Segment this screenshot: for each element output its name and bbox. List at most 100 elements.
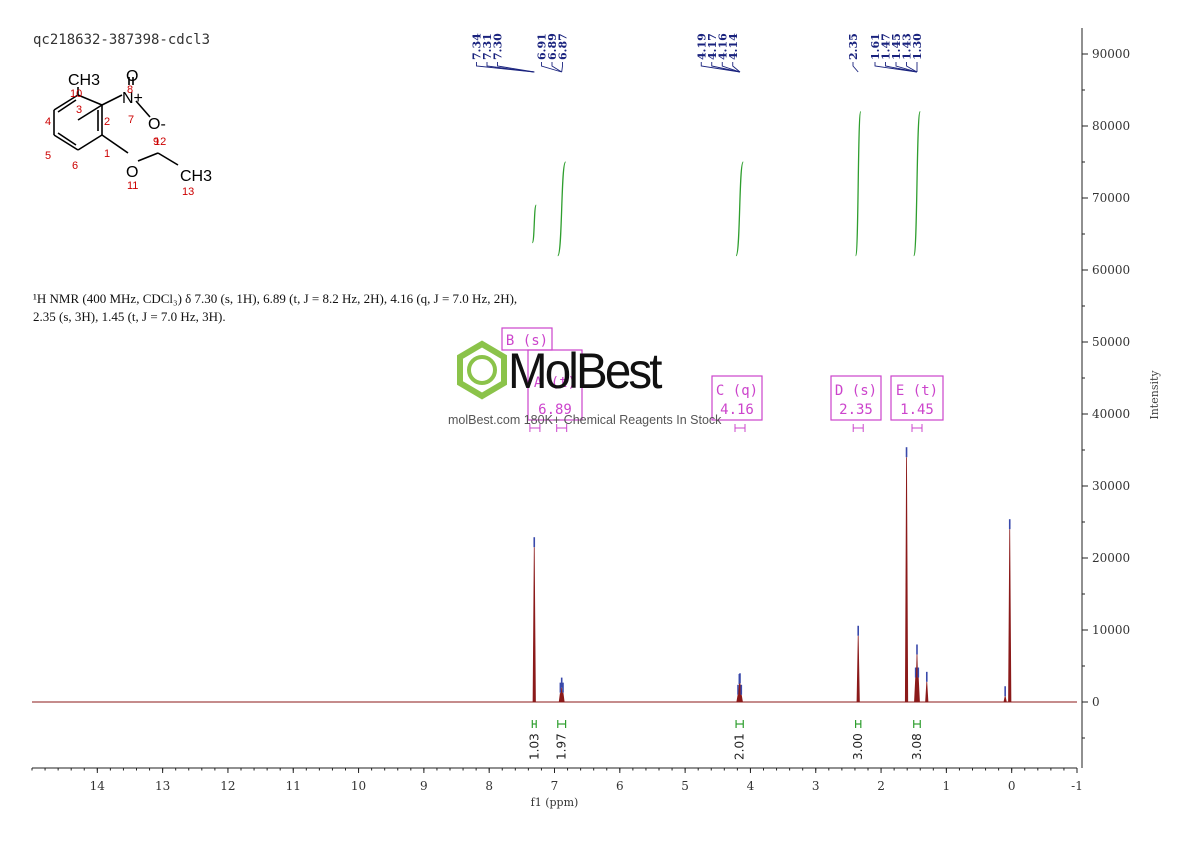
peak-connector-2-1 bbox=[711, 62, 741, 73]
x-tick-label: 11 bbox=[286, 779, 301, 793]
y-tick-label: 70000 bbox=[1092, 191, 1130, 205]
peak-connector-4-3 bbox=[906, 62, 918, 73]
peak-label-4-2: 1.45 bbox=[890, 33, 903, 60]
y-tick-label: 40000 bbox=[1092, 407, 1130, 421]
y-tick-label: 60000 bbox=[1092, 263, 1130, 277]
integral-value-4: 3.08 bbox=[910, 733, 924, 760]
description-line-1: ¹H NMR (400 MHz, CDCl₃) δ 7.30 (s, 1H), … bbox=[33, 291, 518, 306]
x-tick-label: 6 bbox=[616, 779, 624, 793]
integral-value-3: 3.00 bbox=[851, 733, 865, 760]
atom-ch3-ethyl: CH3 bbox=[180, 168, 212, 185]
y-tick-label: 50000 bbox=[1092, 335, 1130, 349]
y-tick-label: 10000 bbox=[1092, 623, 1130, 637]
peak-label-1-2: 6.87 bbox=[557, 33, 570, 60]
num-8: 8 bbox=[127, 84, 133, 96]
integral-curve-1 bbox=[557, 161, 567, 257]
peak-label-0-0: 7.34 bbox=[471, 33, 484, 60]
integral-curve-3 bbox=[854, 110, 862, 257]
multiplet-box-2 bbox=[711, 375, 763, 421]
peak-label-4-1: 1.47 bbox=[880, 33, 893, 60]
x-axis-label: f1 (ppm) bbox=[531, 796, 579, 809]
description-line-2: 2.35 (s, 3H), 1.45 (t, J = 7.0 Hz, 3H). bbox=[33, 309, 226, 324]
integral-curve-4 bbox=[913, 110, 921, 257]
y-axis-label: Intensity bbox=[1148, 370, 1161, 420]
nmr-description: ¹H NMR (400 MHz, CDCl₃) δ 7.30 (s, 1H), … bbox=[33, 290, 633, 326]
x-tick-label: 2 bbox=[877, 779, 885, 793]
num-5: 5 bbox=[45, 150, 51, 162]
x-tick-label: 1 bbox=[943, 779, 951, 793]
peak-label-2-1: 4.17 bbox=[706, 33, 719, 60]
peak-label-2-2: 4.16 bbox=[716, 33, 729, 60]
num-13: 13 bbox=[182, 186, 194, 198]
atom-n: N+ bbox=[122, 90, 143, 107]
sample-id: qc218632-387398-cdcl3 bbox=[33, 32, 211, 48]
multiplet-value-1: 6.89 bbox=[538, 402, 572, 418]
peak-connector-0-1 bbox=[486, 62, 535, 73]
num-12: 12 bbox=[154, 136, 166, 148]
peak-label-4-4: 1.30 bbox=[911, 33, 924, 60]
watermark-tagline: molBest.com 180K+ Chemical Reagents In S… bbox=[448, 413, 722, 427]
y-tick-label: 90000 bbox=[1092, 47, 1130, 61]
x-tick-label: 3 bbox=[812, 779, 820, 793]
spectrum-peak-7 bbox=[739, 694, 743, 703]
num-11: 11 bbox=[127, 180, 138, 192]
integral-curve-2 bbox=[735, 161, 744, 257]
spectrum-peak-12 bbox=[916, 677, 920, 703]
peak-label-1-1: 6.89 bbox=[546, 33, 559, 60]
x-tick-label: 5 bbox=[681, 779, 689, 793]
peak-connector-4-0 bbox=[874, 62, 918, 73]
num-10: 10 bbox=[70, 88, 82, 100]
peak-connector-1-2 bbox=[561, 62, 563, 73]
multiplet-box-1 bbox=[527, 349, 583, 421]
spectrum-peak-0 bbox=[532, 547, 536, 703]
peak-label-0-1: 7.31 bbox=[481, 33, 494, 60]
peak-connector-1-0 bbox=[541, 62, 562, 73]
peak-connector-4-2 bbox=[895, 62, 918, 73]
spectrum-peak-14 bbox=[1003, 696, 1007, 703]
peak-label-2-0: 4.19 bbox=[695, 33, 708, 60]
spectrum-peak-15 bbox=[1008, 529, 1012, 703]
multiplet-letter-3: D (s) bbox=[835, 383, 877, 399]
multiplet-value-3: 2.35 bbox=[839, 402, 873, 418]
peak-connector-2-2 bbox=[721, 62, 741, 73]
num-4: 4 bbox=[45, 116, 51, 128]
y-tick-label: 80000 bbox=[1092, 119, 1130, 133]
peak-connector-4-1 bbox=[885, 62, 918, 73]
x-tick-label: 7 bbox=[551, 779, 559, 793]
x-tick-label: -1 bbox=[1071, 779, 1083, 793]
spectrum-peak-3 bbox=[561, 692, 565, 703]
multiplet-letter-2: C (q) bbox=[716, 383, 758, 399]
x-tick-label: 9 bbox=[420, 779, 428, 793]
atom-o-minus: O- bbox=[148, 116, 166, 133]
y-tick-label: 0 bbox=[1092, 695, 1100, 709]
peak-label-4-0: 1.61 bbox=[869, 33, 882, 60]
peak-connector-1-1 bbox=[551, 62, 562, 73]
peak-connector-2-3 bbox=[732, 62, 741, 73]
peak-connector-0-2 bbox=[497, 62, 535, 73]
multiplet-letter-4: E (t) bbox=[896, 383, 938, 399]
num-9: 9 bbox=[153, 136, 159, 148]
x-tick-label: 0 bbox=[1008, 779, 1016, 793]
watermark-brand: MolBest bbox=[508, 343, 662, 399]
multiplet-value-2: 4.16 bbox=[720, 402, 754, 418]
integral-value-0: 1.03 bbox=[527, 733, 541, 760]
spectrum-peak-8 bbox=[856, 635, 860, 703]
y-tick-label: 30000 bbox=[1092, 479, 1130, 493]
num-6: 6 bbox=[72, 160, 78, 172]
peak-label-1-0: 6.91 bbox=[536, 33, 549, 60]
atom-ch3-top: CH3 bbox=[68, 72, 100, 89]
multiplet-box-0 bbox=[501, 327, 553, 351]
benzene-logo-icon bbox=[457, 340, 507, 400]
x-tick-label: 13 bbox=[155, 779, 170, 793]
num-1: 1 bbox=[104, 148, 110, 160]
multiplet-box-3 bbox=[830, 375, 882, 421]
multiplet-value-4: 1.45 bbox=[900, 402, 934, 418]
peak-connector-3-0 bbox=[852, 62, 859, 73]
multiplet-letter-1: A (t) bbox=[534, 375, 576, 391]
multiplet-box-4 bbox=[890, 375, 944, 421]
integral-curve-0 bbox=[531, 204, 537, 244]
peak-label-3-0: 2.35 bbox=[847, 33, 860, 60]
integral-value-2: 2.01 bbox=[733, 733, 747, 760]
peak-connector-2-0 bbox=[700, 62, 741, 73]
